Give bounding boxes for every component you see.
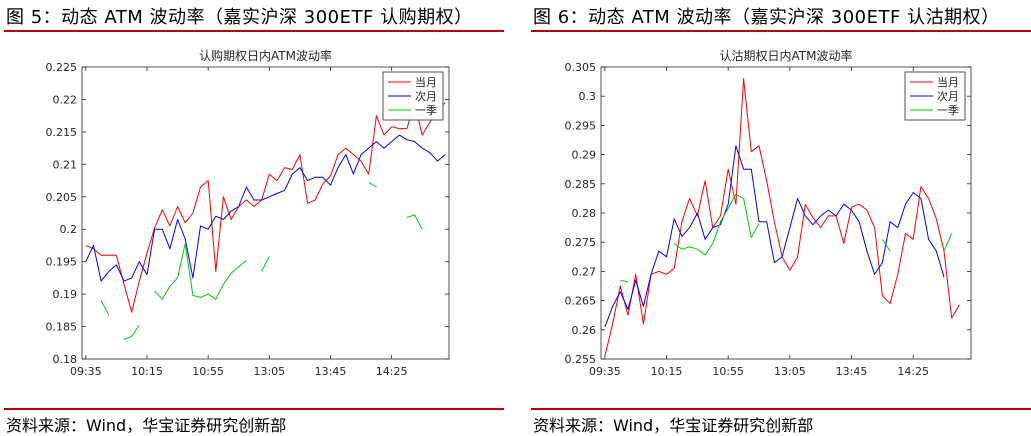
y-tick-label: 0.28 xyxy=(572,207,597,220)
y-tick-label: 0.295 xyxy=(565,119,597,132)
figure-panel-put: 图 6：动态 ATM 波动率（嘉实沪深 300ETF 认沽期权） 认沽期权日内A… xyxy=(531,0,1031,436)
y-tick-label: 0.265 xyxy=(565,295,597,308)
legend-label-1: 次月 xyxy=(937,89,959,103)
y-tick-label: 0.27 xyxy=(572,265,597,278)
y-tick-label: 0.18 xyxy=(53,353,78,366)
x-tick-label: 10:15 xyxy=(651,365,683,378)
y-tick-label: 0.3 xyxy=(579,90,597,103)
chart-title: 认购期权日内ATM波动率 xyxy=(199,48,332,63)
x-tick-label: 09:35 xyxy=(589,365,621,378)
source-note: 资料来源：Wind，华宝证券研究创新部 xyxy=(533,416,814,435)
x-tick-label: 10:55 xyxy=(712,365,744,378)
put-atm-vol-chart: 认沽期权日内ATM波动率 0.255 0.26 0.265 0.27 0.275 0.28 0… xyxy=(565,48,972,378)
call-atm-vol-chart: 认购期权日内ATM波动率 0.18 0.185 0.19 0.195 0.2 0.205 0.… xyxy=(46,48,450,378)
series-line-1 xyxy=(604,145,945,328)
x-tick-label: 13:45 xyxy=(315,365,347,378)
legend-label-0: 当月 xyxy=(415,75,437,89)
legend-label-1: 次月 xyxy=(415,89,437,103)
y-tick-label: 0.255 xyxy=(565,353,597,366)
x-tick-label: 09:35 xyxy=(70,365,102,378)
y-tick-label: 0.29 xyxy=(572,149,597,162)
plot-frame xyxy=(81,66,450,360)
legend-label-0: 当月 xyxy=(937,75,959,89)
series-line-2 xyxy=(620,193,953,283)
series-line-1 xyxy=(85,134,446,282)
series-line-2 xyxy=(100,182,423,340)
y-tick-label: 0.285 xyxy=(565,178,597,191)
y-tick-label: 0.22 xyxy=(53,93,78,106)
x-tick-label: 13:05 xyxy=(774,365,806,378)
title-rule xyxy=(4,30,504,32)
y-tick-label: 0.26 xyxy=(572,324,597,337)
series-line-0 xyxy=(85,102,446,313)
y-tick-label: 0.225 xyxy=(46,61,78,74)
x-tick-label: 14:25 xyxy=(897,365,929,378)
x-tick-label: 13:45 xyxy=(836,365,868,378)
legend-box xyxy=(382,71,444,121)
x-tick-label: 13:05 xyxy=(253,365,285,378)
figure-panel-call: 图 5：动态 ATM 波动率（嘉实沪深 300ETF 认购期权） 认购期权日内A… xyxy=(4,0,509,436)
figure-title: 图 5：动态 ATM 波动率（嘉实沪深 300ETF 认购期权） xyxy=(6,7,473,28)
title-rule xyxy=(531,30,1031,32)
legend-label-2: 一季 xyxy=(937,104,959,117)
y-tick-label: 0.205 xyxy=(46,191,78,204)
y-tick-label: 0.19 xyxy=(53,288,78,301)
legend-label-2: 一季 xyxy=(415,104,437,117)
x-tick-label: 10:55 xyxy=(192,365,224,378)
source-rule xyxy=(531,408,1031,410)
x-tick-label: 10:15 xyxy=(131,365,163,378)
chart-title: 认沽期权日内ATM波动率 xyxy=(720,48,853,63)
y-tick-label: 0.21 xyxy=(53,158,78,171)
source-note: 资料来源：Wind，华宝证券研究创新部 xyxy=(6,416,287,435)
y-tick-label: 0.185 xyxy=(46,321,78,334)
y-tick-label: 0.215 xyxy=(46,126,78,139)
figure-title: 图 6：动态 ATM 波动率（嘉实沪深 300ETF 认沽期权） xyxy=(533,7,1000,28)
y-tick-label: 0.275 xyxy=(565,236,597,249)
plot-frame xyxy=(600,66,972,360)
source-rule xyxy=(4,408,504,410)
y-tick-label: 0.195 xyxy=(46,256,78,269)
x-tick-label: 14:25 xyxy=(376,365,408,378)
y-tick-label: 0.2 xyxy=(60,223,78,236)
y-tick-label: 0.305 xyxy=(565,61,597,74)
